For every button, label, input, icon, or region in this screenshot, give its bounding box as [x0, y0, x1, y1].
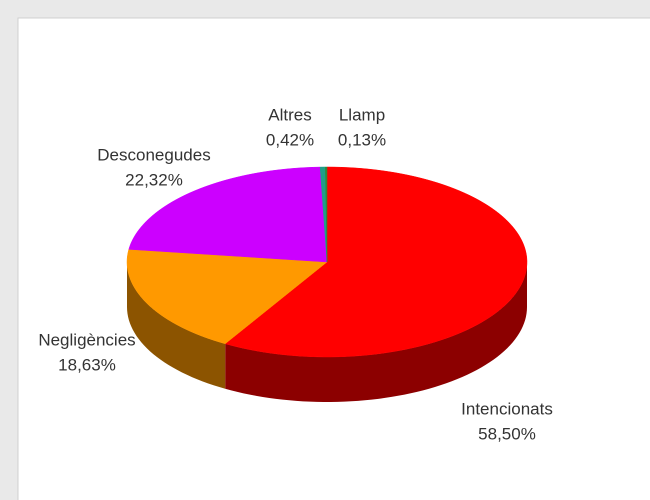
slice-label: Llamp: [339, 105, 385, 124]
value-label: 18,63%: [58, 355, 116, 374]
value-label: 0,13%: [338, 130, 386, 149]
value-label: 58,50%: [478, 424, 536, 443]
slice-label: Altres: [268, 105, 311, 124]
value-label: 0,42%: [266, 130, 314, 149]
slice: [128, 166, 328, 263]
slice-label: Negligències: [38, 330, 135, 349]
value-label: 22,32%: [125, 170, 183, 189]
slice: [325, 166, 328, 263]
slice: [126, 249, 328, 345]
slice-label: Desconegudes: [97, 145, 210, 164]
slice: [224, 166, 528, 358]
slice-side: [127, 262, 226, 389]
slice-side: [225, 262, 527, 402]
slice-label: Intencionats: [461, 399, 553, 418]
